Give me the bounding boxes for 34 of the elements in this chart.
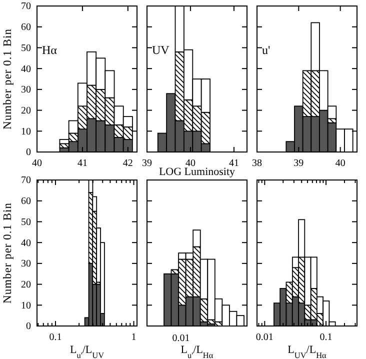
x-tick-label: 42 [122, 158, 133, 170]
x-tick-label: 1 [131, 332, 136, 344]
y-axis-title: Number per 0.1 Bin [2, 28, 14, 130]
y-axis-title: Number per 0.1 Bin [2, 202, 14, 304]
x-tick-label: 39 [142, 158, 152, 170]
x-tick-label: 40 [335, 158, 346, 170]
y-tick-label: 10 [21, 300, 31, 312]
y-tick-label: 70 [21, 1, 31, 12]
y-tick-label: 30 [21, 258, 31, 270]
annotation: u' [262, 43, 270, 57]
y-tick-label: 50 [21, 42, 31, 54]
x-axis-title: L$_{u'}$/L$_{UV}$ [70, 344, 104, 359]
x-tick-label: 38 [252, 158, 262, 170]
y-tick-label: 0 [26, 147, 31, 158]
x-tick-label: 0.01 [256, 332, 274, 344]
y-tick-label: 40 [21, 238, 31, 249]
x-tick-label: 39 [294, 158, 304, 170]
y-tick-label: 0 [26, 321, 31, 332]
y-tick-label: 60 [21, 196, 31, 208]
annotation: UV [152, 43, 170, 57]
x-tick-label: 0.1 [320, 332, 332, 344]
annotation: Hα [42, 43, 58, 57]
y-tick-label: 20 [21, 105, 31, 116]
x-axis-title: L$_{UV}$/L$_{Hα}$ [288, 344, 328, 359]
x-tick-label: 41 [77, 158, 88, 170]
y-tick-label: 50 [21, 216, 31, 228]
y-tick-label: 70 [21, 175, 31, 186]
y-tick-label: 40 [21, 64, 31, 75]
y-tick-label: 30 [21, 84, 31, 96]
y-tick-label: 60 [21, 22, 31, 34]
y-tick-label: 20 [21, 279, 31, 290]
y-tick-label: 10 [21, 126, 31, 138]
x-tick-label: 0.1 [49, 332, 62, 344]
x-axis-title: L$_{u'}$/L$_{Hα}$ [180, 344, 214, 359]
